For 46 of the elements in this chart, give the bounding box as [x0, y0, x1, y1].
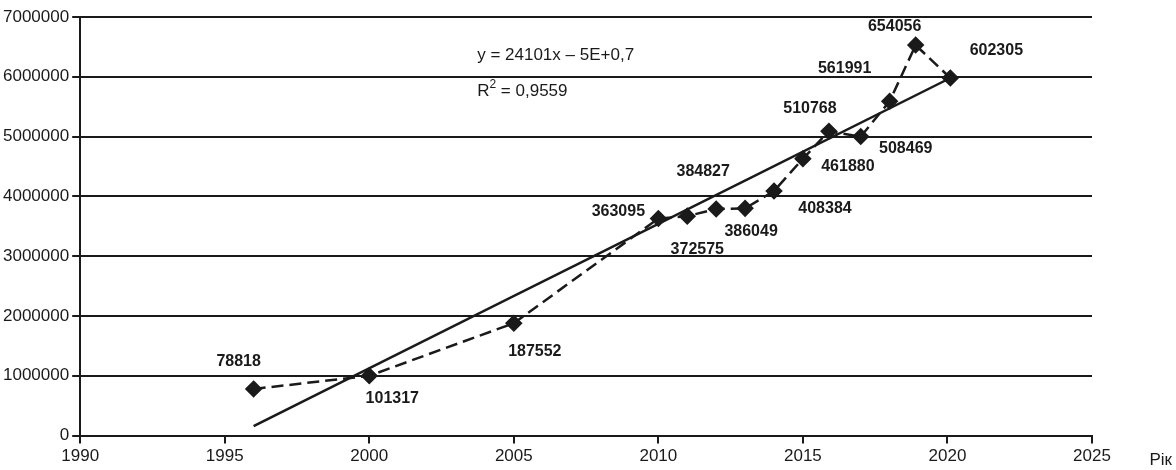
annotation: 384827	[676, 162, 730, 180]
annotation: 654056	[867, 16, 922, 34]
point	[707, 200, 725, 218]
x-tick-label: 2020	[928, 446, 967, 466]
x-axis-title: Рік	[1149, 449, 1173, 469]
y-tick-label: 0	[59, 425, 70, 445]
annotation: 408384	[798, 199, 852, 217]
annotation: 461880	[821, 157, 875, 175]
annotation: 561991	[817, 58, 872, 76]
y-tick-label: 6000000	[2, 66, 70, 86]
y-tick-label: 3000000	[2, 245, 70, 265]
x-tick-label: 2005	[494, 446, 533, 466]
x-tick-label: 1995	[205, 446, 244, 466]
annotation: 78818	[216, 352, 261, 370]
point	[679, 207, 696, 225]
point	[505, 314, 523, 332]
annotation: 101317	[365, 389, 420, 407]
x-tick-label: 1990	[61, 446, 100, 466]
point	[852, 128, 869, 145]
y-tick-label: 5000000	[2, 126, 70, 146]
point	[881, 93, 898, 110]
annotation: 510768	[783, 98, 837, 116]
annotation: 363095	[591, 201, 646, 219]
annotation: y = 24101x – 5E+0,7	[477, 44, 635, 64]
point	[907, 36, 924, 54]
y-tick-label: 1000000	[2, 365, 70, 385]
point	[765, 182, 783, 200]
annotation: 187552	[508, 341, 562, 359]
point	[942, 69, 959, 87]
x-tick-label: 2025	[1073, 446, 1111, 466]
annotation: 386049	[724, 221, 778, 239]
y-tick-label: 4000000	[2, 186, 70, 206]
x-tick-label: 2015	[784, 446, 822, 466]
point	[650, 210, 667, 227]
annotation: 508469	[879, 139, 933, 157]
y-tick-label: 2000000	[2, 305, 70, 325]
annotation: 372575	[670, 239, 725, 257]
point	[820, 122, 838, 140]
x-tick-label: 2010	[639, 446, 678, 466]
point	[361, 367, 378, 385]
point	[794, 150, 812, 167]
point	[245, 380, 262, 398]
x-tick-label: 2000	[350, 446, 389, 466]
annotation: 602305	[969, 41, 1024, 59]
y-tick-label: 7000000	[2, 6, 70, 26]
point	[736, 200, 754, 217]
